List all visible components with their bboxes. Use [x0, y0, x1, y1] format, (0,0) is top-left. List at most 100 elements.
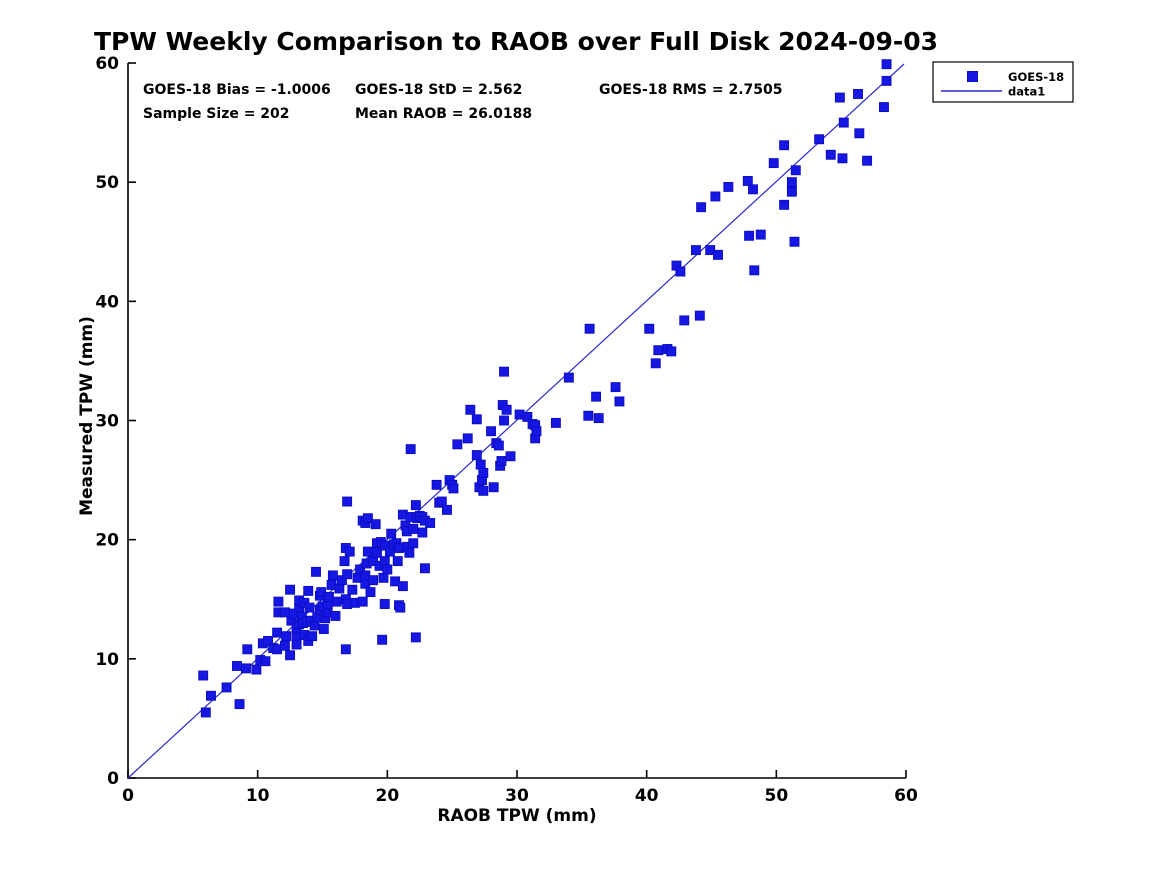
- data-point: [198, 670, 209, 681]
- data-point: [260, 656, 271, 667]
- data-point: [723, 181, 734, 192]
- data-point: [355, 564, 366, 575]
- data-point: [838, 117, 849, 128]
- data-point: [499, 415, 509, 426]
- data-point: [372, 547, 382, 558]
- stat-std: GOES-18 StD = 2.562: [355, 82, 522, 98]
- x-tick-label: 60: [894, 786, 918, 806]
- x-tick-label: 10: [246, 786, 270, 806]
- data-point: [814, 134, 825, 145]
- data-point: [610, 382, 621, 393]
- data-point: [221, 682, 232, 693]
- data-point: [486, 426, 497, 437]
- data-point: [370, 519, 381, 530]
- data-point: [696, 202, 707, 213]
- data-point: [563, 372, 574, 383]
- data-point: [650, 358, 661, 369]
- data-point: [368, 575, 379, 586]
- y-tick-label: 0: [107, 769, 119, 789]
- data-point: [694, 310, 705, 321]
- data-point: [749, 265, 760, 276]
- legend: GOES-18 data1: [932, 61, 1074, 103]
- data-point: [405, 444, 416, 455]
- data-point: [408, 538, 419, 549]
- data-point: [382, 564, 393, 575]
- data-point: [679, 315, 690, 326]
- data-point: [281, 631, 292, 642]
- data-point: [304, 602, 315, 613]
- data-point: [342, 569, 353, 580]
- data-point: [531, 426, 542, 437]
- data-point: [501, 404, 512, 415]
- data-point: [431, 479, 442, 490]
- data-point: [419, 563, 430, 574]
- x-tick-label: 0: [122, 786, 134, 806]
- data-point: [713, 249, 723, 260]
- data-point: [591, 391, 602, 402]
- x-tick-label: 40: [635, 786, 659, 806]
- stat-rms: GOES-18 RMS = 2.7505: [599, 82, 783, 98]
- data-point: [241, 663, 251, 674]
- data-point: [279, 607, 290, 618]
- legend-marker-icon: [967, 71, 978, 82]
- x-tick-label: 20: [375, 786, 399, 806]
- chart-title: TPW Weekly Comparison to RAOB over Full …: [94, 27, 938, 56]
- data-point: [744, 230, 755, 241]
- data-point: [206, 690, 216, 701]
- data-point: [499, 366, 509, 377]
- scatter-series: [198, 59, 892, 718]
- y-axis-label: Measured TPW (mm): [77, 316, 97, 516]
- data-point: [408, 523, 419, 534]
- data-point: [410, 500, 421, 511]
- y-tick-label: 40: [95, 292, 119, 312]
- legend-label-data1: data1: [1008, 85, 1045, 99]
- data-point: [318, 624, 329, 634]
- data-point: [881, 75, 892, 86]
- data-point: [478, 467, 489, 478]
- data-point: [339, 556, 350, 567]
- data-point: [550, 417, 561, 428]
- data-point: [327, 570, 338, 581]
- data-point: [748, 184, 758, 195]
- data-point: [342, 496, 353, 507]
- data-point: [789, 236, 800, 247]
- data-point: [475, 459, 486, 470]
- y-tick-label: 20: [95, 531, 119, 551]
- data-point: [365, 587, 376, 598]
- data-point: [825, 149, 836, 160]
- data-point: [666, 346, 677, 357]
- x-tick-label: 50: [764, 786, 788, 806]
- data-point: [337, 575, 347, 586]
- y-tick-label: 60: [95, 54, 119, 74]
- data-point: [493, 440, 504, 451]
- y-tick-label: 30: [95, 412, 119, 432]
- data-point: [344, 546, 355, 557]
- data-point: [488, 482, 499, 493]
- data-point: [452, 439, 463, 450]
- data-point: [436, 496, 447, 507]
- data-point: [522, 411, 533, 422]
- x-tick-label: 30: [505, 786, 529, 806]
- data-point: [471, 450, 482, 461]
- data-point: [200, 707, 211, 718]
- data-point: [614, 396, 625, 407]
- data-point: [392, 556, 403, 567]
- data-point: [837, 153, 848, 164]
- y-tick-label: 50: [95, 173, 119, 193]
- data-point: [231, 661, 242, 671]
- data-point: [854, 128, 865, 139]
- data-point: [347, 584, 358, 595]
- data-point: [755, 229, 766, 240]
- data-point: [879, 102, 889, 113]
- data-point: [242, 644, 253, 655]
- data-point: [710, 191, 721, 202]
- data-point: [377, 634, 388, 645]
- data-point: [291, 639, 302, 650]
- stat-mean-raob: Mean RAOB = 26.0188: [355, 106, 532, 122]
- data-point: [331, 596, 342, 607]
- data-point: [675, 266, 686, 277]
- data-point: [309, 620, 320, 631]
- data-point: [234, 699, 245, 710]
- data-point: [417, 527, 428, 538]
- data-point: [379, 556, 390, 567]
